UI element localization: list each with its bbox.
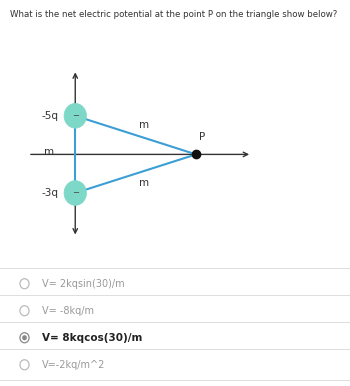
- Circle shape: [64, 181, 86, 205]
- Circle shape: [20, 279, 29, 289]
- Circle shape: [20, 333, 29, 343]
- Text: V= 2kqsin(30)/m: V= 2kqsin(30)/m: [42, 279, 125, 289]
- Circle shape: [64, 103, 86, 128]
- Text: -5q: -5q: [42, 111, 59, 121]
- Text: m: m: [139, 178, 149, 188]
- Text: m: m: [139, 120, 149, 130]
- Text: -3q: -3q: [42, 188, 59, 198]
- Text: m: m: [44, 147, 54, 157]
- Text: −: −: [72, 111, 79, 120]
- Text: −: −: [72, 188, 79, 198]
- Text: V=-2kq/m^2: V=-2kq/m^2: [42, 360, 105, 370]
- Circle shape: [20, 360, 29, 370]
- Text: P: P: [199, 132, 205, 142]
- Text: V= -8kq/m: V= -8kq/m: [42, 306, 94, 316]
- Text: V= 8kqcos(30)/m: V= 8kqcos(30)/m: [42, 333, 142, 343]
- Circle shape: [20, 306, 29, 316]
- Text: What is the net electric potential at the point P on the triangle show below?: What is the net electric potential at th…: [10, 10, 338, 19]
- Circle shape: [22, 335, 27, 340]
